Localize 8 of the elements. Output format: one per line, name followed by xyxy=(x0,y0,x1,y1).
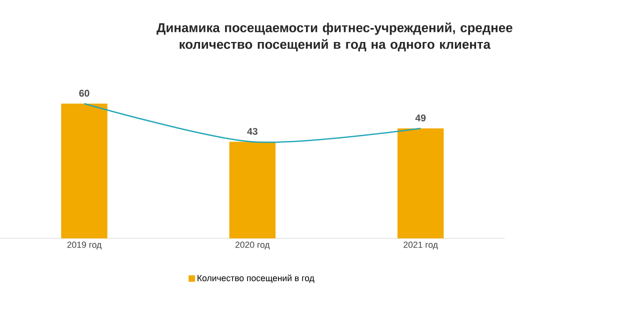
data-label: 43 xyxy=(247,128,258,135)
x-tick-label: 2021 год xyxy=(404,241,438,250)
data-label: 60 xyxy=(79,90,90,96)
x-tick-label: 2020 год xyxy=(235,241,270,250)
chart-title: Динамика посещаемости фитнес-учреждений, среднее количество посещений в год на одного клиента xyxy=(156,22,512,52)
legend-label: Количество посещений в год xyxy=(198,274,314,283)
data-label: 49 xyxy=(415,114,426,122)
x-tick-label: 2019 год xyxy=(67,241,102,250)
